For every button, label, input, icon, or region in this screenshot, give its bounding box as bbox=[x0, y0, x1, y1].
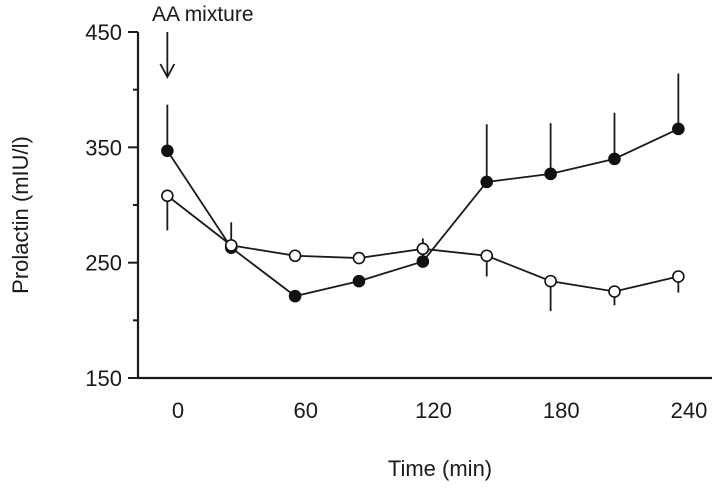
axes: 150 250 350 450 0 60 120 180 240 bbox=[85, 20, 712, 423]
y-tick-label: 450 bbox=[85, 20, 122, 45]
annotation-arrow-head bbox=[159, 63, 176, 79]
data-point bbox=[288, 289, 302, 303]
data-point bbox=[544, 167, 557, 181]
annotation-layer: AA mixture bbox=[152, 3, 254, 79]
data-point bbox=[416, 255, 430, 268]
data-point bbox=[480, 175, 494, 189]
data-point bbox=[544, 274, 557, 288]
annotation-label: AA mixture bbox=[152, 3, 254, 26]
x-tick-label: 180 bbox=[543, 398, 580, 423]
x-tick-label: 0 bbox=[172, 398, 184, 423]
data-point bbox=[672, 122, 685, 136]
data-point bbox=[672, 270, 685, 283]
x-axis-label: Time (min) bbox=[388, 456, 492, 481]
data-point bbox=[161, 189, 174, 203]
data-point bbox=[161, 144, 174, 158]
data-point bbox=[416, 242, 430, 256]
series-1 bbox=[161, 73, 685, 303]
y-axis-label: Prolactin (mIU/l) bbox=[8, 136, 33, 294]
x-tick-label: 120 bbox=[415, 398, 452, 423]
data-point bbox=[608, 152, 621, 166]
data-point bbox=[224, 239, 238, 252]
data-point bbox=[352, 251, 366, 265]
series-line bbox=[166, 128, 679, 298]
data-point bbox=[352, 274, 366, 288]
y-tick-label: 150 bbox=[85, 366, 122, 391]
data-point bbox=[480, 249, 494, 263]
y-tick-label: 350 bbox=[85, 135, 122, 160]
y-tick-label: 250 bbox=[85, 251, 122, 276]
data-point bbox=[288, 249, 302, 263]
series-layer bbox=[161, 73, 685, 312]
x-tick-label: 240 bbox=[671, 398, 708, 423]
series-2 bbox=[161, 189, 685, 312]
x-tick-label: 60 bbox=[294, 398, 318, 423]
data-point bbox=[608, 285, 621, 298]
